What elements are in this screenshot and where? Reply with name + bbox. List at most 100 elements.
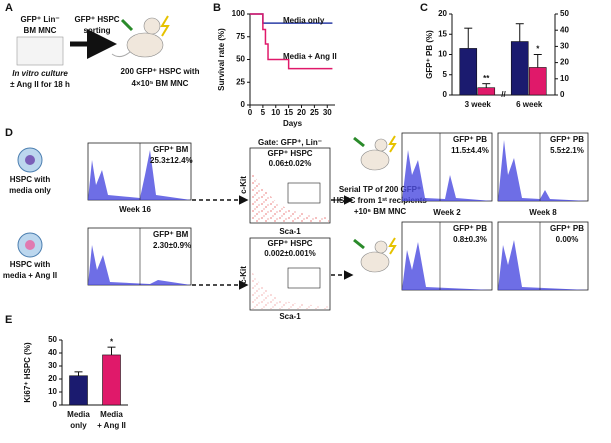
y-tick-label: 0 <box>53 400 58 409</box>
x-tick-label: 5 <box>261 108 266 117</box>
y-axis-title: GFP⁺ PB (%) <box>425 30 434 79</box>
bar <box>477 87 496 96</box>
y-tick-label: 50 <box>236 55 245 64</box>
facs-gate <box>287 267 321 289</box>
x-tick-label: Media <box>100 410 123 419</box>
gate-value: 25.3±12.4% <box>150 156 193 165</box>
y-tick-label: 50 <box>560 9 569 18</box>
x-tick-label: only <box>70 421 87 430</box>
gate-label: GFP⁺ PB <box>550 224 584 233</box>
significance-label: * <box>110 337 114 346</box>
x-tick-label: 6 week <box>516 100 543 109</box>
bar <box>102 354 121 406</box>
sample-label: HSPC with <box>10 175 51 184</box>
gate-title: Gate: GFP⁺, Lin⁻ <box>258 138 322 147</box>
x-axis-title: Days <box>283 119 303 128</box>
y-tick-label: 100 <box>232 9 246 18</box>
legend-label: Media + Ang II <box>283 52 337 61</box>
significance-label: * <box>536 45 540 54</box>
mouse-icon <box>353 237 397 273</box>
x-tick-label: 20 <box>297 108 306 117</box>
gate-value: 0.002±0.001% <box>264 249 316 258</box>
x-tick-label: Media <box>67 410 90 419</box>
transplant-label: Serial TP of 200 GFP⁺ <box>339 185 421 194</box>
histogram <box>498 140 588 201</box>
bar <box>459 48 478 96</box>
cell-icon <box>25 240 35 250</box>
y-tick-label: 30 <box>560 42 569 51</box>
cell-label: BM MNC <box>24 26 57 35</box>
panel-a: GFP⁺ Lin⁻ BM MNC In vitro culture ± Ang … <box>10 15 199 89</box>
y-tick-label: 20 <box>438 9 447 18</box>
gate-label: GFP⁺ PB <box>453 135 487 144</box>
y-axis-title: Survival rate (%) <box>217 28 226 91</box>
cell-label: GFP⁺ Lin⁻ <box>20 15 59 24</box>
y-tick-label: 10 <box>438 50 447 59</box>
panel-label: C <box>420 2 428 14</box>
culture-label: ± Ang II for 18 h <box>10 80 70 89</box>
gate-value: 11.5±4.4% <box>451 146 489 155</box>
panel-label: A <box>5 2 13 14</box>
panel-label: D <box>5 127 13 139</box>
y-tick-label: 30 <box>48 361 57 370</box>
facs-dots <box>251 270 329 309</box>
gate-label: GFP⁺ HSPC <box>267 149 312 158</box>
x-tick-label: 10 <box>271 108 280 117</box>
gate-label: GFP⁺ HSPC <box>267 239 312 248</box>
y-tick-label: 20 <box>48 374 57 383</box>
culture-dish <box>16 36 64 66</box>
sample-label: HSPC with <box>10 260 51 269</box>
x-tick-label: 25 <box>310 108 319 117</box>
gate-value: 2.30±0.9% <box>153 241 191 250</box>
y-tick-label: 40 <box>48 348 57 357</box>
facs-dots <box>251 170 329 222</box>
gate-label: GFP⁺ BM <box>153 145 189 154</box>
facs-frame <box>249 237 331 311</box>
x-tick-label: 15 <box>284 108 293 117</box>
sorting-label: sorting <box>83 26 110 35</box>
time-label: Week 2 <box>433 208 461 217</box>
axis-label: Sca-1 <box>279 312 301 321</box>
histogram <box>88 245 191 285</box>
y-axis-title: Ki67⁺ HSPC (%) <box>23 342 32 403</box>
series-line <box>250 13 333 70</box>
time-label: Week 8 <box>529 208 557 217</box>
result-label: 4×10⁵ BM MNC <box>132 79 189 88</box>
transplant-label: +10⁶ BM MNC <box>354 207 407 216</box>
bar <box>69 375 88 406</box>
y-tick-label: 15 <box>438 29 447 38</box>
y-tick-label: 5 <box>443 70 448 79</box>
y-tick-label: 10 <box>560 74 569 83</box>
y-tick-label: 0 <box>241 100 246 109</box>
significance-label: ** <box>483 74 490 83</box>
panel-label: E <box>5 314 12 326</box>
axis-label: c-Kit <box>239 266 248 284</box>
y-tick-label: 40 <box>560 25 569 34</box>
gate-label: GFP⁺ BM <box>153 230 189 239</box>
x-tick-label: 30 <box>323 108 332 117</box>
bar <box>510 41 529 96</box>
axis-break: // <box>501 90 506 99</box>
gate-value: 0.00% <box>556 235 579 244</box>
facs-frame <box>249 147 331 224</box>
gate-label: GFP⁺ PB <box>550 135 584 144</box>
gate-value: 0.8±0.3% <box>453 235 487 244</box>
gate-value: 0.06±0.02% <box>269 159 312 168</box>
sample-label: media only <box>9 186 51 195</box>
gate-label: GFP⁺ PB <box>453 224 487 233</box>
cell-icon <box>25 155 35 165</box>
axis-label: c-Kit <box>239 176 248 194</box>
x-tick-label: + Ang II <box>97 421 126 430</box>
bar <box>528 67 547 96</box>
histogram <box>402 150 492 201</box>
panel-d: HSPC with media only HSPC with media + A… <box>3 132 589 321</box>
x-tick-label: 3 week <box>465 100 492 109</box>
x-tick-label: 0 <box>248 108 253 117</box>
mouse-icon <box>353 135 397 171</box>
y-tick-label: 0 <box>443 90 448 99</box>
sorting-label: GFP⁺ HSPC <box>74 15 119 24</box>
y-tick-label: 75 <box>236 32 245 41</box>
legend-label: Media only <box>283 16 325 25</box>
transplant-label: HSPC from 1ˢᵗ recipients <box>333 196 427 205</box>
sample-label: media + Ang II <box>3 271 57 280</box>
